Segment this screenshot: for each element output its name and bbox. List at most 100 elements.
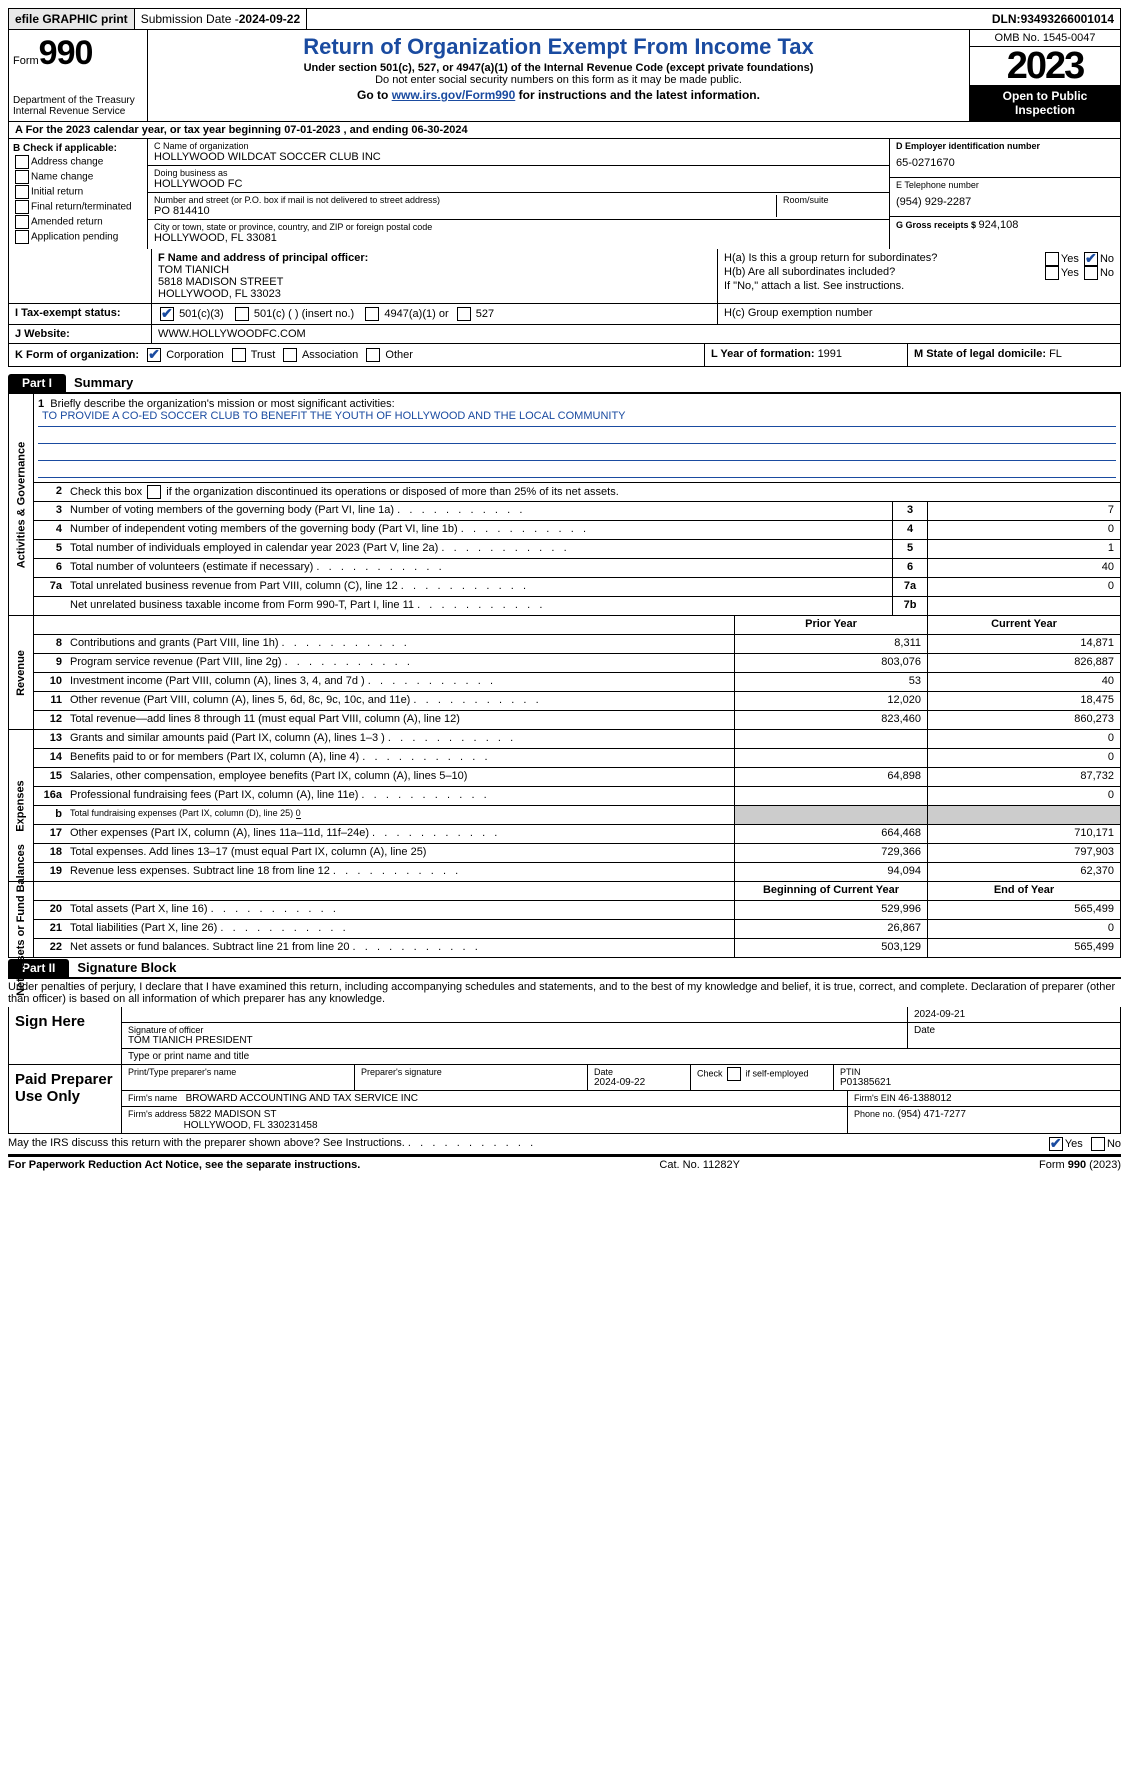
cb-other[interactable] — [366, 348, 380, 362]
line22-beg: 503,129 — [734, 939, 927, 957]
phone-value: (954) 929-2287 — [896, 190, 1114, 214]
cb-527[interactable] — [457, 307, 471, 321]
line11-prior: 12,020 — [734, 692, 927, 710]
line13-prior — [734, 730, 927, 748]
form-subtitle-1: Under section 501(c), 527, or 4947(a)(1)… — [152, 62, 965, 74]
dln: DLN: 93493266001014 — [986, 9, 1120, 29]
line12-prior: 823,460 — [734, 711, 927, 729]
line16b-desc: Total fundraising expenses (Part IX, col… — [66, 806, 734, 824]
gov-section: Activities & Governance 1 Briefly descri… — [8, 394, 1121, 616]
line15-prior: 64,898 — [734, 768, 927, 786]
may-discuss-row: May the IRS discuss this return with the… — [8, 1134, 1121, 1156]
cb-4947[interactable] — [365, 307, 379, 321]
beg-year-hdr: Beginning of Current Year — [734, 882, 927, 900]
hb-yes[interactable] — [1045, 266, 1059, 280]
firm-addr1: 5822 MADISON ST — [189, 1109, 276, 1120]
line21-desc: Total liabilities (Part X, line 26) — [66, 920, 734, 938]
may-discuss-q: May the IRS discuss this return with the… — [8, 1137, 981, 1151]
city-state-zip: HOLLYWOOD, FL 33081 — [154, 232, 883, 244]
cb-application-pending[interactable]: Application pending — [13, 230, 143, 244]
curr-year-hdr: Current Year — [927, 616, 1120, 634]
may-no[interactable] — [1091, 1137, 1105, 1151]
hb-question: H(b) Are all subordinates included? — [724, 266, 1004, 280]
phone-label: E Telephone number — [896, 180, 1114, 190]
line21-end: 0 — [927, 920, 1120, 938]
dba-label: Doing business as — [154, 168, 883, 178]
sign-here-label: Sign Here — [9, 1007, 122, 1064]
cb-501c3[interactable] — [160, 307, 174, 321]
efile-label: efile GRAPHIC print — [9, 9, 135, 29]
cb-final-return[interactable]: Final return/terminated — [13, 200, 143, 214]
cb-self-employed[interactable]: Check if self-employed — [697, 1067, 827, 1081]
line16a-prior — [734, 787, 927, 805]
cb-name-change[interactable]: Name change — [13, 170, 143, 184]
line10-desc: Investment income (Part VIII, column (A)… — [66, 673, 734, 691]
website-value: WWW.HOLLYWOODFC.COM — [152, 325, 1120, 343]
section-bcdeg: B Check if applicable: Address change Na… — [8, 139, 1121, 249]
officer-street: 5818 MADISON STREET — [158, 276, 283, 288]
ha-no[interactable] — [1084, 252, 1098, 266]
form-word: Form — [13, 55, 39, 67]
cb-501c[interactable] — [235, 307, 249, 321]
line11-curr: 18,475 — [927, 692, 1120, 710]
line15-desc: Salaries, other compensation, employee b… — [66, 768, 734, 786]
line10-curr: 40 — [927, 673, 1120, 691]
line11-desc: Other revenue (Part VIII, column (A), li… — [66, 692, 734, 710]
part1-hdr: Part I — [8, 374, 66, 392]
may-yes[interactable] — [1049, 1137, 1063, 1151]
cb-amended-return[interactable]: Amended return — [13, 215, 143, 229]
hb-no[interactable] — [1084, 266, 1098, 280]
vtab-rev: Revenue — [15, 650, 27, 696]
gross-label: G Gross receipts $ — [896, 220, 979, 230]
sec-c-name-label: C Name of organization — [154, 141, 883, 151]
officer-name: TOM TIANICH — [158, 264, 229, 276]
part2-bar: Part II Signature Block — [8, 958, 1121, 979]
cb-assoc[interactable] — [283, 348, 297, 362]
cb-discontinued[interactable] — [147, 485, 161, 499]
firm-phone: (954) 471-7277 — [898, 1109, 966, 1120]
line7a-desc: Total unrelated business revenue from Pa… — [66, 578, 892, 596]
line13-curr: 0 — [927, 730, 1120, 748]
ha-yes[interactable] — [1045, 252, 1059, 266]
footer-left: For Paperwork Reduction Act Notice, see … — [8, 1159, 360, 1171]
type-name-label: Type or print name and title — [122, 1049, 1120, 1064]
line14-desc: Benefits paid to or for members (Part IX… — [66, 749, 734, 767]
form-subtitle-2: Do not enter social security numbers on … — [152, 74, 965, 86]
line2: Check this box if the organization disco… — [66, 483, 1120, 501]
top-bar: efile GRAPHIC print Submission Date - 20… — [8, 8, 1121, 30]
line4-desc: Number of independent voting members of … — [66, 521, 892, 539]
line18-prior: 729,366 — [734, 844, 927, 862]
mission-text: TO PROVIDE A CO-ED SOCCER CLUB TO BENEFI… — [38, 410, 1116, 427]
section-fhij: F Name and address of principal officer:… — [8, 249, 1121, 344]
line8-desc: Contributions and grants (Part VIII, lin… — [66, 635, 734, 653]
ein-label: D Employer identification number — [896, 141, 1114, 151]
cb-corp[interactable] — [147, 348, 161, 362]
footer: For Paperwork Reduction Act Notice, see … — [8, 1156, 1121, 1171]
line15-curr: 87,732 — [927, 768, 1120, 786]
line19-curr: 62,370 — [927, 863, 1120, 881]
dept-treasury: Department of the Treasury Internal Reve… — [13, 95, 143, 117]
line17-curr: 710,171 — [927, 825, 1120, 843]
cb-initial-return[interactable]: Initial return — [13, 185, 143, 199]
line5-desc: Total number of individuals employed in … — [66, 540, 892, 558]
sec-f-label: F Name and address of principal officer: — [158, 252, 368, 264]
line22-desc: Net assets or fund balances. Subtract li… — [66, 939, 734, 957]
line9-prior: 803,076 — [734, 654, 927, 672]
ein-value: 65-0271670 — [896, 151, 1114, 175]
footer-mid: Cat. No. 11282Y — [659, 1159, 740, 1171]
sec-b-title: B Check if applicable: — [13, 143, 117, 154]
line12-curr: 860,273 — [927, 711, 1120, 729]
line10-prior: 53 — [734, 673, 927, 691]
form-header: Form990 Department of the Treasury Inter… — [8, 30, 1121, 122]
officer-csz: HOLLYWOOD, FL 33023 — [158, 288, 281, 300]
irs-link[interactable]: www.irs.gov/Form990 — [392, 88, 516, 102]
ha-question: H(a) Is this a group return for subordin… — [724, 252, 1004, 266]
part1-bar: Part I Summary — [8, 373, 1121, 394]
cb-address-change[interactable]: Address change — [13, 155, 143, 169]
line6-desc: Total number of volunteers (estimate if … — [66, 559, 892, 577]
line20-desc: Total assets (Part X, line 16) — [66, 901, 734, 919]
firm-name: BROWARD ACCOUNTING AND TAX SERVICE INC — [186, 1093, 418, 1104]
line20-end: 565,499 — [927, 901, 1120, 919]
cb-trust[interactable] — [232, 348, 246, 362]
section-klm: K Form of organization: Corporation Trus… — [8, 344, 1121, 367]
